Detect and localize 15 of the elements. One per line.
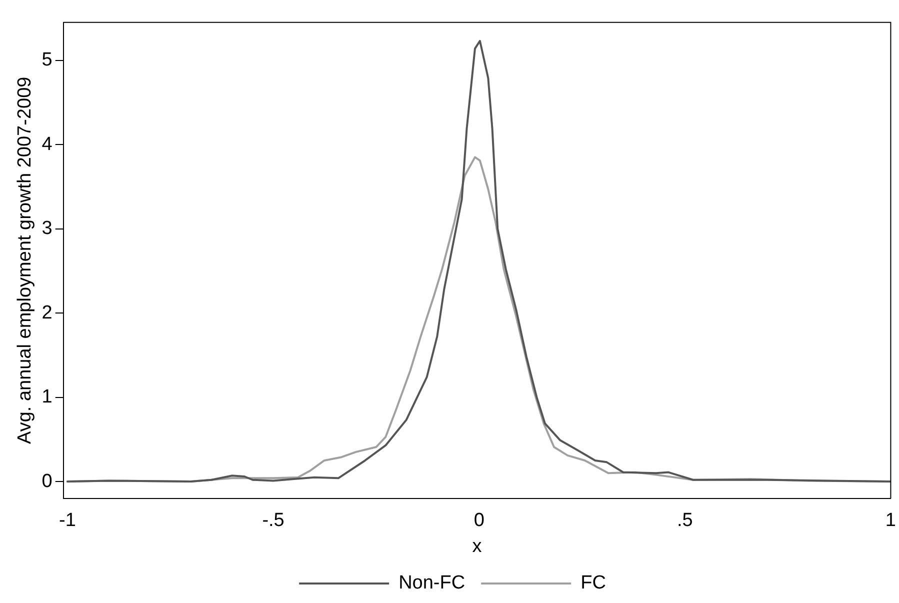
y-tick-label: 3 bbox=[42, 218, 52, 240]
x-tick-label: -1 bbox=[59, 510, 76, 532]
legend-label: FC bbox=[580, 572, 606, 594]
x-tick-label: 0 bbox=[474, 510, 484, 532]
y-tick-label: 0 bbox=[42, 470, 52, 492]
x-tick-label: .5 bbox=[676, 510, 693, 532]
legend-label: Non-FC bbox=[398, 572, 466, 594]
y-tick-label: 1 bbox=[42, 386, 52, 408]
x-axis-title: x bbox=[472, 536, 482, 557]
y-tick-label: 4 bbox=[42, 134, 53, 155]
x-tick-label: 1 bbox=[885, 510, 896, 532]
y-tick-label: 5 bbox=[42, 50, 52, 71]
y-axis-title: Avg. annual employment growth 2007-2009 bbox=[14, 76, 36, 444]
x-tick-label: -.5 bbox=[262, 510, 284, 532]
y-tick-label: 2 bbox=[42, 302, 52, 324]
